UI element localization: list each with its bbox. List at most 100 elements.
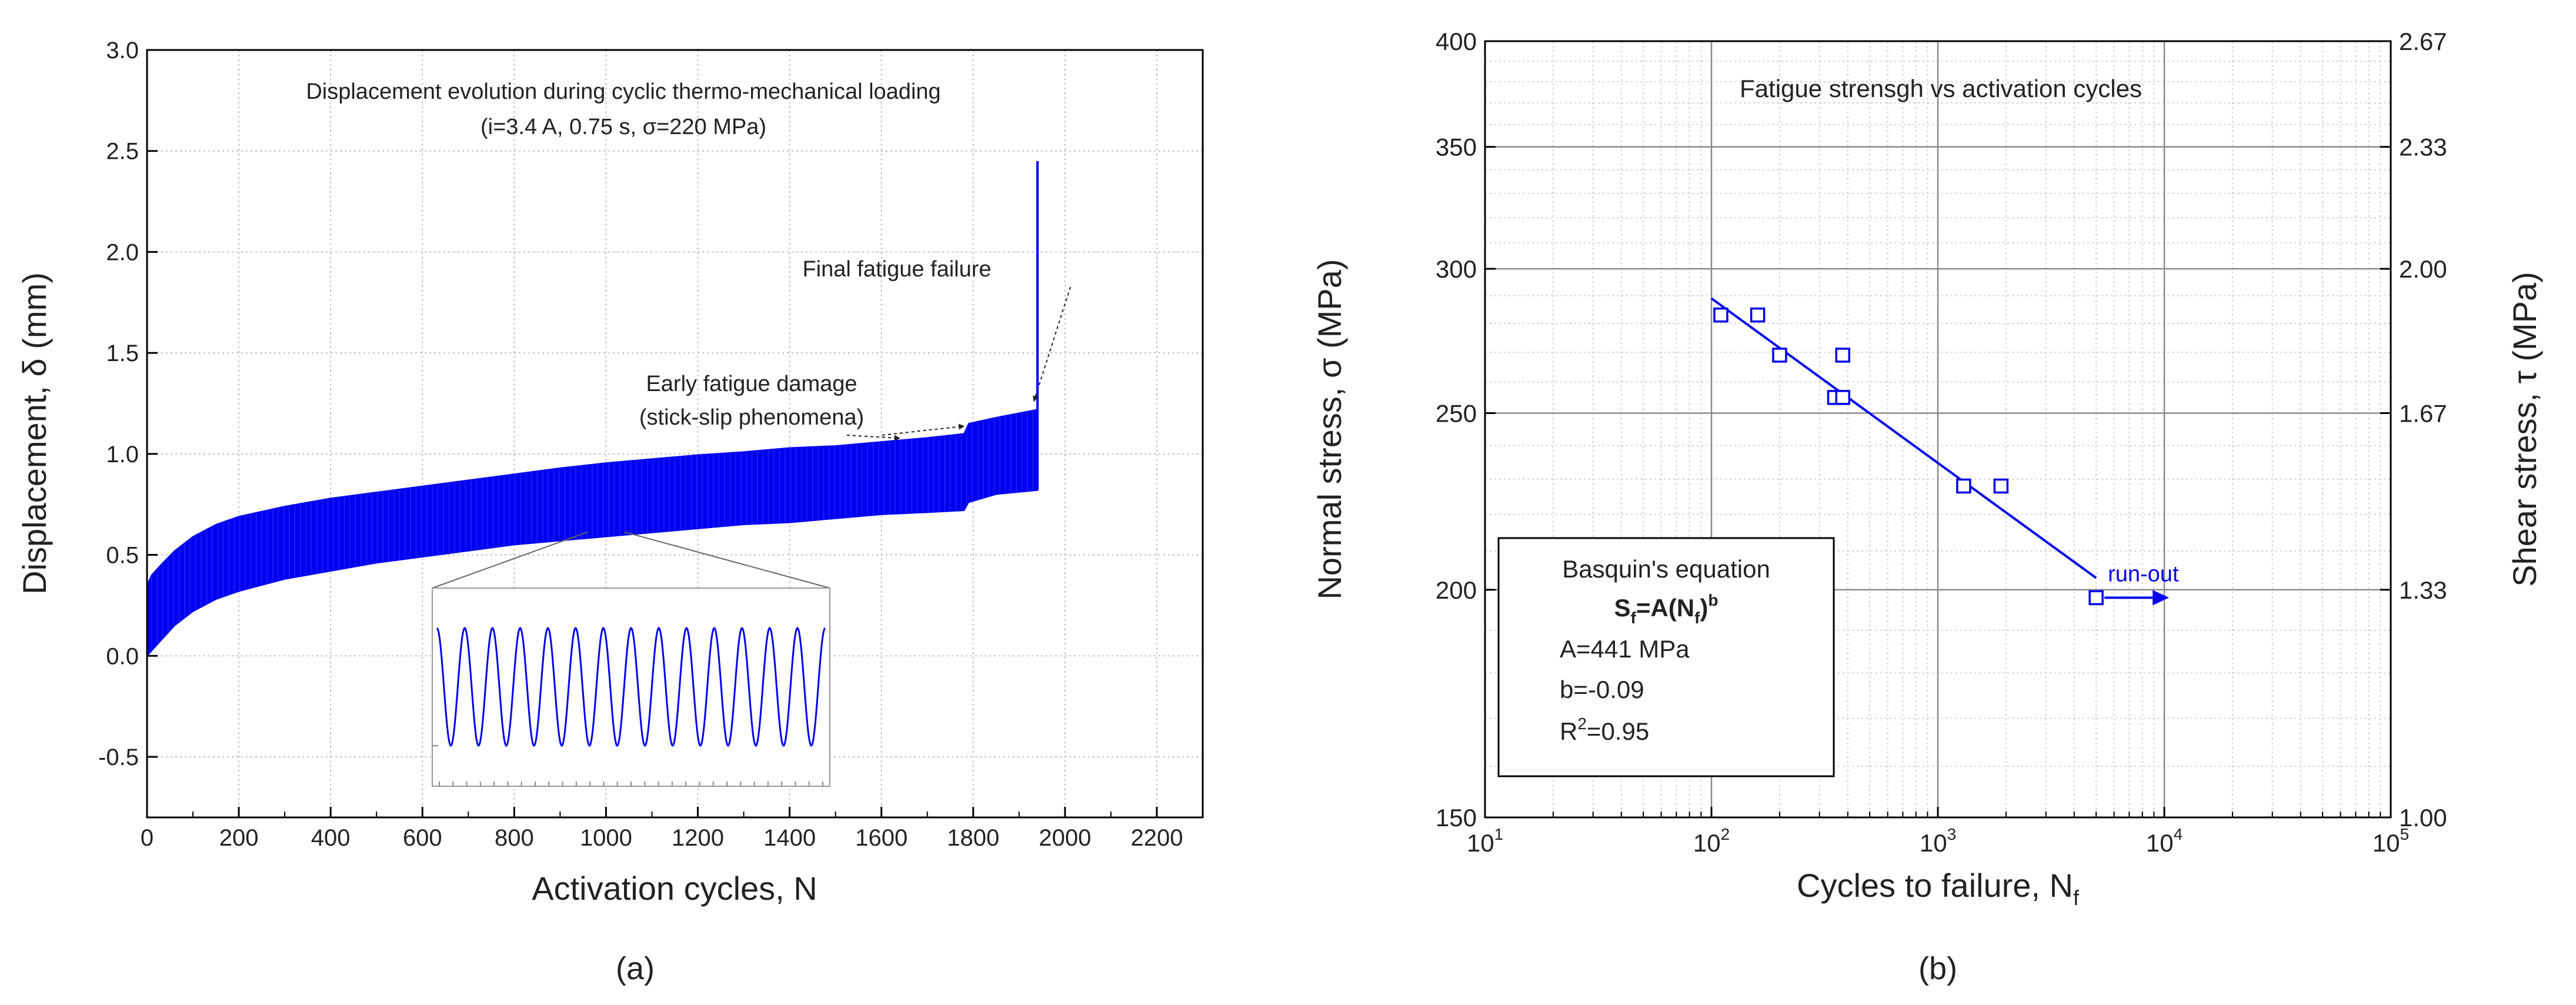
panel-a-data-band [147, 161, 1039, 657]
a-x-tick-label: 1800 [947, 825, 999, 851]
data-point [2088, 590, 2104, 606]
b-y2-tick-label: 2.33 [2399, 133, 2447, 161]
panel-a-plot-frame [146, 49, 1204, 819]
b-x-tick-base: 10 [2146, 829, 2174, 857]
b-x-tick-base: 10 [2373, 829, 2400, 857]
panel-a-subtitle: (i=3.4 A, 0.75 s, σ=220 MPa) [481, 115, 766, 139]
data-point [1835, 390, 1850, 405]
annotation-early-damage-arrow [846, 435, 900, 441]
formula-mid: =A(N [1636, 594, 1694, 622]
data-point [1993, 478, 2009, 494]
b-y-tick-label: 300 [1436, 255, 1477, 283]
b-y2-tick-label: 1.33 [2399, 576, 2447, 604]
b-x-tick-label: 101 [1467, 825, 1503, 857]
panel-a-title: Displacement evolution during cyclic the… [306, 79, 940, 104]
inset-frame [432, 587, 830, 787]
b-x-tick-label: 104 [2146, 825, 2183, 857]
panel-a-annotations: Final fatigue failure Early fatigue damag… [639, 257, 1071, 441]
runout-label: run-out [2108, 562, 2179, 586]
equation-box-frame [1497, 537, 1835, 777]
data-point [1750, 307, 1766, 323]
formula-n-sub: f [1694, 609, 1700, 627]
b-y-tick-label: 350 [1436, 133, 1477, 161]
panel-b-y-axis-label: Normal stress, σ (MPa) [1311, 259, 1348, 599]
inset-sine-wave [436, 626, 826, 747]
b-x-tick-base: 10 [1693, 829, 1721, 857]
formula-s-sub: f [1631, 609, 1637, 627]
panel-a-label: (a) [616, 951, 655, 986]
panel-b-title: Fatigue strensgh vs activation cycles [1740, 75, 2142, 102]
b-y2-tick-label: 1.00 [2399, 804, 2447, 832]
inset-connector-right [624, 531, 830, 589]
equation-r2-value: R2=0.95 [1560, 714, 1649, 745]
b-x-tick-exp: 1 [1494, 825, 1504, 843]
a-x-tick-label: 1000 [580, 825, 632, 851]
b-y-tick-label: 250 [1436, 400, 1477, 428]
a-x-tick-label: 800 [495, 825, 534, 851]
a-x-tick-label: 1200 [672, 825, 724, 851]
a-y-tick-label: 2.0 [106, 239, 139, 265]
x-axis-label-main: Cycles to failure, N [1797, 867, 2073, 904]
a-x-tick-label: 2200 [1130, 825, 1183, 851]
data-point [1772, 348, 1787, 363]
a-y-tick-label: 1.0 [106, 442, 139, 468]
a-y-tick-label: 1.5 [106, 340, 139, 366]
a-x-tick-label: 2000 [1039, 825, 1091, 851]
a-y-tick-label: 0.0 [106, 643, 139, 669]
data-point [1713, 307, 1729, 323]
b-x-tick-base: 10 [1920, 829, 1947, 857]
equation-a-value: A=441 MPa [1560, 635, 1690, 663]
b-y-tick-label: 400 [1436, 28, 1477, 55]
annotation-final-failure-arrow [1033, 286, 1071, 402]
a-x-tick-label: 0 [141, 825, 154, 851]
a-x-tick-label: 1400 [763, 825, 816, 851]
inset-connector-left [432, 531, 588, 589]
panel-a-y-axis-label: Displacement, δ (mm) [16, 272, 53, 595]
x-axis-label-sub: f [2073, 886, 2080, 910]
annotation-early-damage-line2: (stick-slip phenomena) [639, 405, 864, 430]
b-x-tick-exp: 2 [1721, 825, 1730, 843]
panel-b-y2-axis-label: Shear stress, τ (MPa) [2506, 272, 2543, 587]
b-x-tick-label: 105 [2373, 825, 2409, 857]
formula-exp: b [1708, 591, 1718, 609]
data-point [1835, 348, 1850, 363]
b-x-tick-label: 103 [1920, 825, 1956, 857]
a-x-tick-label: 200 [219, 825, 259, 851]
equation-formula: Sf=A(Nf)b [1614, 591, 1719, 627]
r2-exp: 2 [1577, 714, 1587, 733]
panel-a-ticks: 0 200 400 600 800 1000 1200 1400 1600 1800 2000 220… [98, 38, 1183, 851]
r2-base: R [1560, 717, 1577, 745]
panel-a-displacement-chart: 0 200 400 600 800 1000 1200 1400 1600 1800 2000 220… [16, 38, 1204, 986]
b-x-tick-label: 102 [1693, 825, 1730, 857]
a-x-tick-label: 600 [403, 825, 442, 851]
b-x-tick-exp: 4 [2174, 825, 2183, 843]
a-y-tick-label: -0.5 [98, 744, 139, 770]
b-x-tick-exp: 3 [1947, 825, 1957, 843]
annotation-early-damage-line1: Early fatigue damage [646, 372, 857, 396]
panel-b-x-axis-label: Cycles to failure, Nf [1797, 867, 2080, 910]
b-y-tick-label: 150 [1436, 804, 1477, 832]
annotation-early-damage-arrow [882, 423, 965, 436]
a-x-tick-label: 400 [311, 825, 351, 851]
b-y2-tick-label: 2.00 [2399, 255, 2447, 283]
formula-s: S [1614, 594, 1631, 622]
a-y-tick-label: 0.5 [106, 543, 139, 569]
b-y-tick-label: 200 [1436, 576, 1477, 604]
b-x-tick-exp: 5 [2400, 825, 2410, 843]
panel-b-fatigue-chart: 101 102 103 104 1051502002503003504001.001.3… [1311, 28, 2543, 986]
formula-close: ) [1700, 594, 1708, 622]
data-point [1956, 478, 1971, 494]
runout-arrowhead [2153, 590, 2170, 606]
b-y2-tick-label: 2.67 [2399, 28, 2447, 55]
r2-val: =0.95 [1587, 717, 1649, 745]
panel-b-ticks: 101 102 103 104 1051502002503003504001.001.3… [1436, 28, 2447, 857]
panel-a-inset [432, 531, 830, 787]
a-y-tick-label: 2.5 [106, 139, 139, 165]
a-y-tick-label: 3.0 [106, 38, 139, 64]
panel-a-x-axis-label: Activation cycles, N [532, 870, 817, 907]
panel-b-data: run-out [1710, 297, 2179, 606]
annotation-final-failure: Final fatigue failure [802, 257, 991, 282]
equation-b-value: b=-0.09 [1560, 676, 1644, 703]
a-x-tick-label: 1600 [855, 825, 907, 851]
